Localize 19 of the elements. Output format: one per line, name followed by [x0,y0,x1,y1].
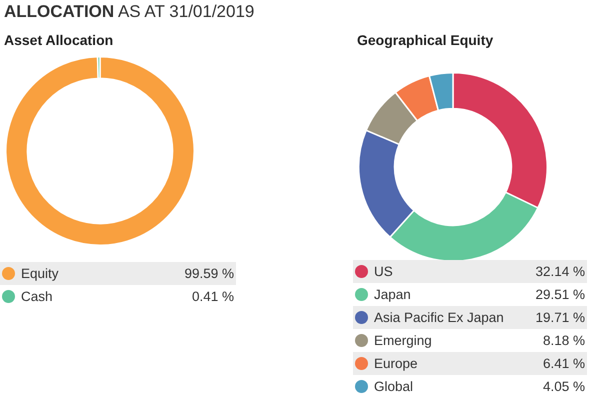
data-label: 8.18 % [542,333,585,348]
data-label: 99.59 % [184,266,234,281]
legend-label: Emerging [374,333,433,348]
data-label: 6.41 % [542,356,585,371]
legend-label: Japan [374,287,412,302]
text: ALLOCATION AS AT 31/01/2019 [4,2,254,22]
legend-label: US [374,264,394,279]
legend-label: Equity [21,266,60,281]
data-label: 29.51 % [535,287,585,302]
legend-label: Global [374,379,414,394]
data-label: 0.41 % [192,289,234,304]
legend-label: Asia Pacific Ex Japan [374,310,505,325]
chart-title: Asset Allocation [4,32,114,50]
legend-label: Cash [21,289,54,304]
data-label: 32.14 % [535,264,585,279]
chart-title: Geographical Equity [357,32,494,50]
data-label: 4.05 % [542,379,585,394]
legend-label: Europe [374,356,419,371]
data-label: 19.71 % [535,310,585,325]
